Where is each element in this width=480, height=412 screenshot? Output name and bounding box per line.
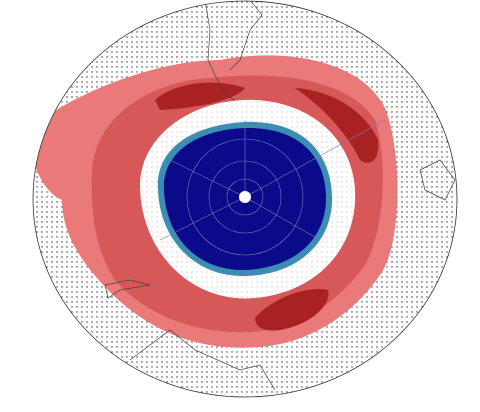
- pole-marker: [239, 191, 251, 203]
- coastlines: [104, 1, 456, 391]
- dark-red-patch: [255, 289, 329, 331]
- map-boundary: [32, 0, 458, 398]
- dark-red-patch: [295, 88, 379, 163]
- graticule: [159, 119, 386, 256]
